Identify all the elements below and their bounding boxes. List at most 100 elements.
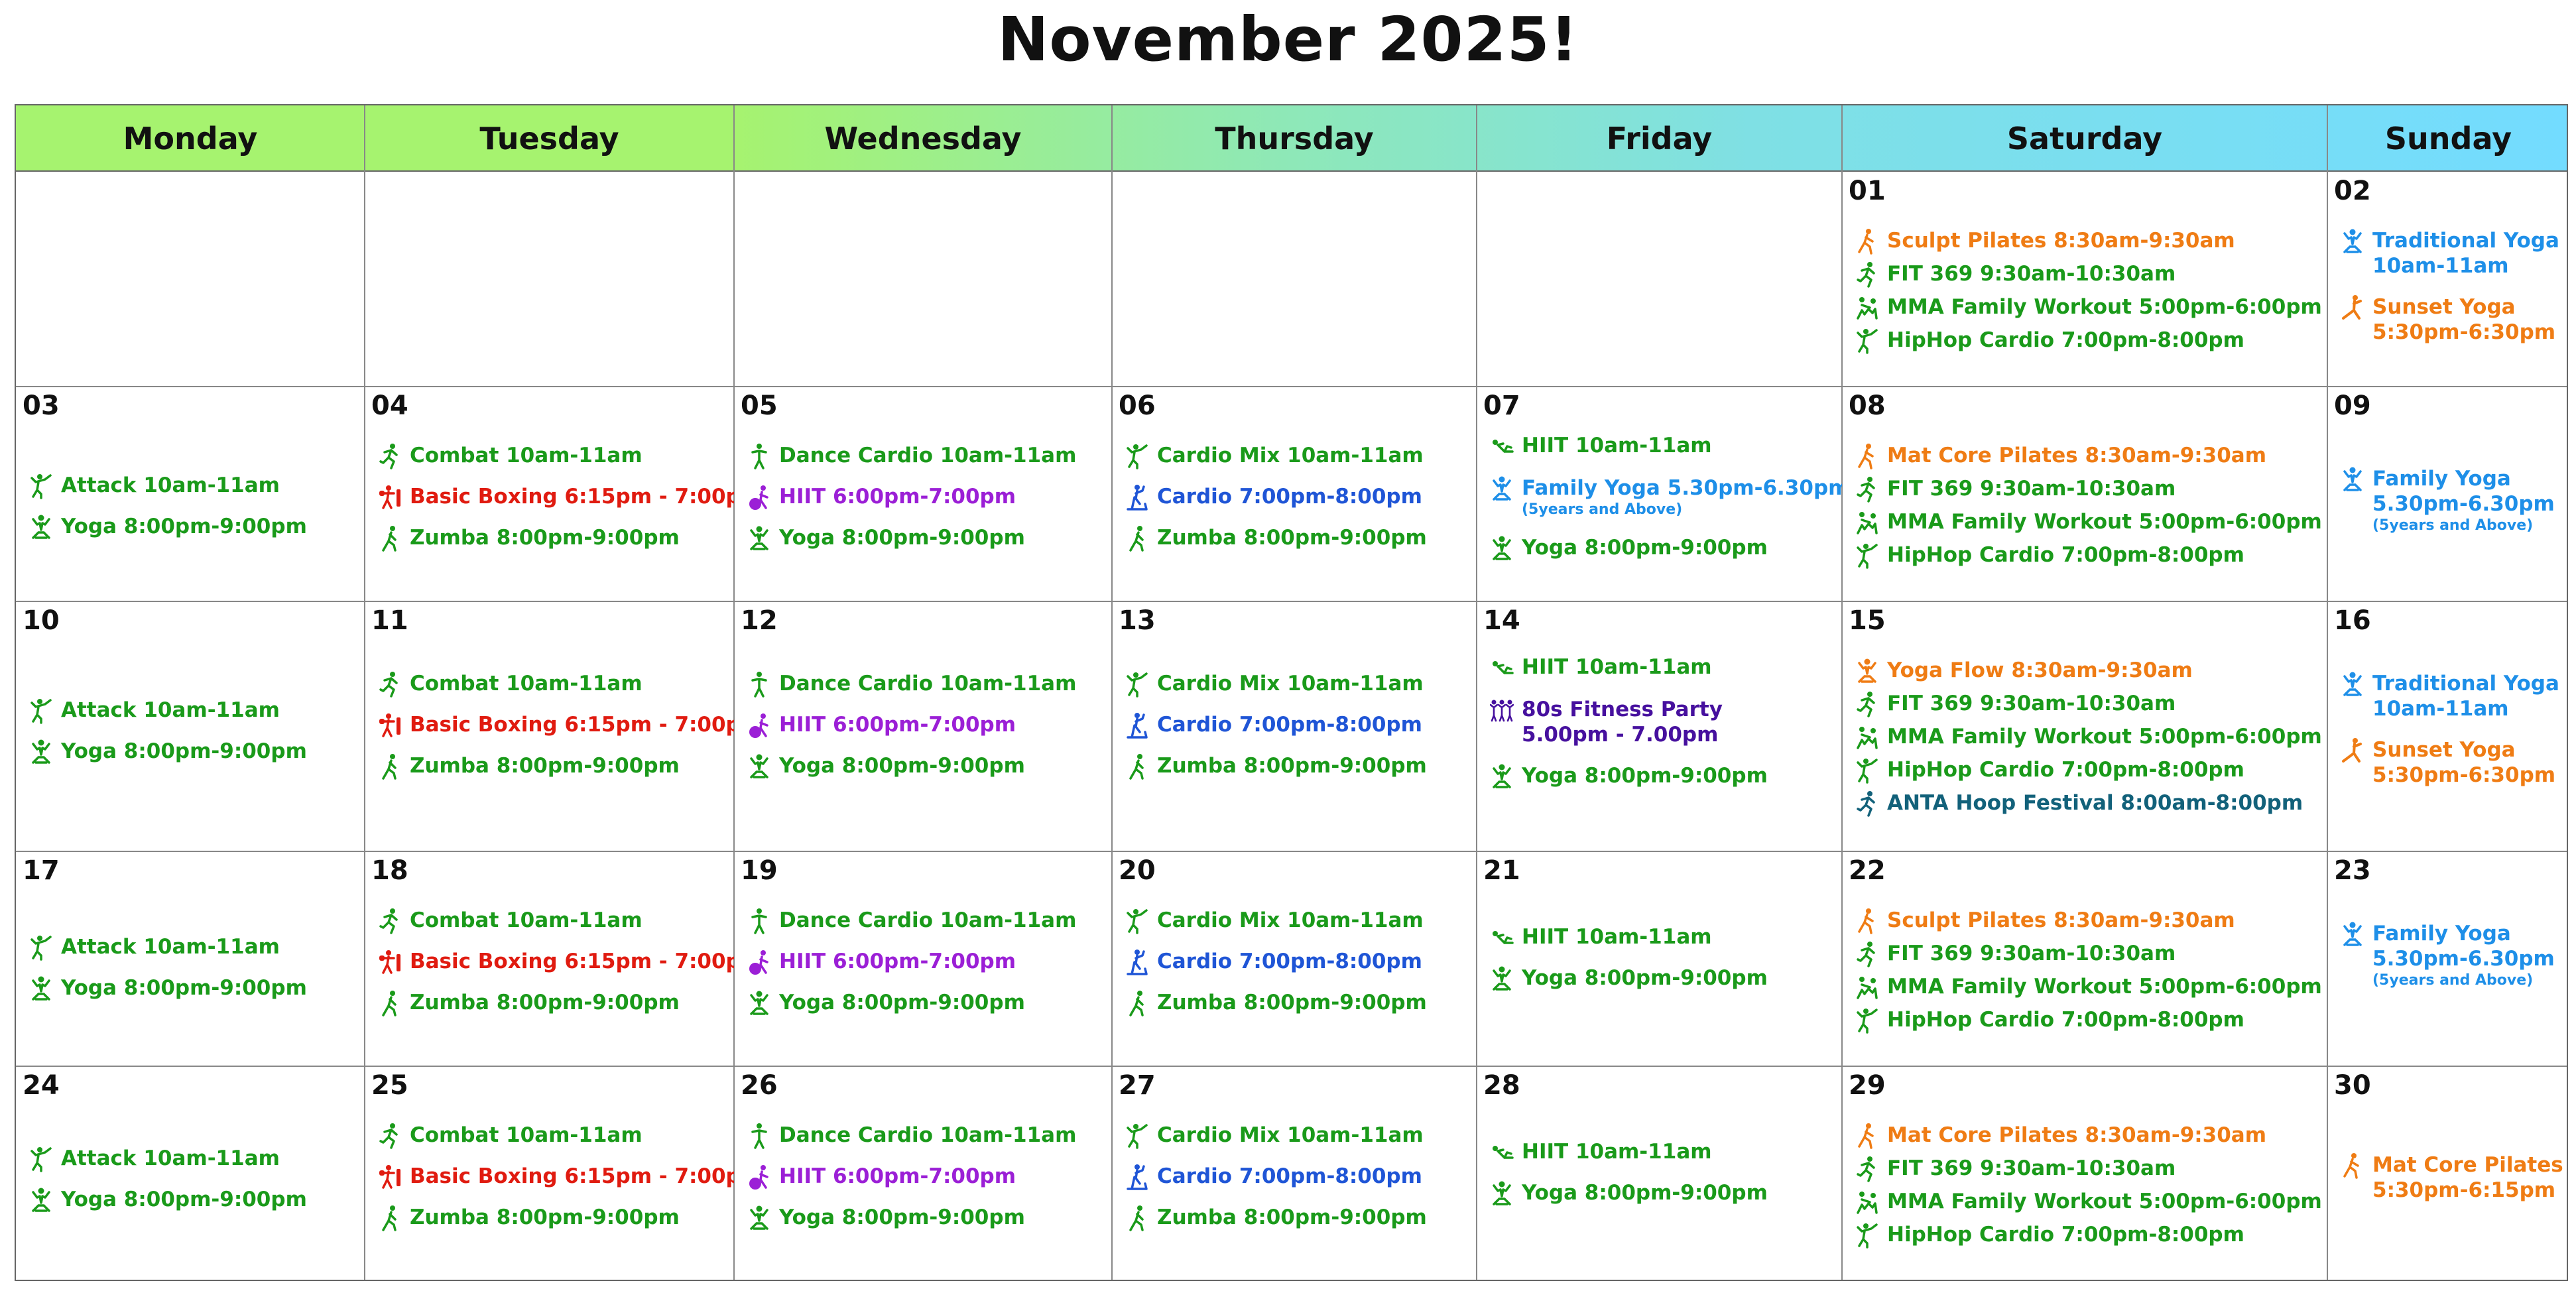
event-title: Zumba 8:00pm-9:00pm — [1157, 526, 1427, 550]
day-cell: 16 Traditional Yoga 10am-11am Sunset Yoga 5:… — [2327, 601, 2569, 851]
event-item: Yoga 8:00pm-9:00pm — [1490, 763, 1838, 790]
run-icon — [1855, 261, 1879, 288]
event-title: ANTA Hoop Festival 8:00am-8:00pm — [1887, 791, 2303, 815]
day-cell: 03 Attack 10am-11am Yoga 8:00pm-9:00pm — [16, 387, 365, 601]
event-item: FIT 369 9:30am-10:30am — [1855, 476, 2323, 503]
event-item: ANTA Hoop Festival 8:00am-8:00pm — [1855, 790, 2323, 817]
event-item: HIIT 6:00pm-7:00pm — [747, 1164, 1108, 1190]
event-title: Family Yoga — [2372, 467, 2511, 491]
day-number: 15 — [1849, 605, 1886, 636]
event-title: Yoga 8:00pm-9:00pm — [779, 991, 1025, 1014]
event-list: Cardio Mix 10am-11am Cardio 7:00pm-8:00pm… — [1125, 908, 1473, 1016]
day-cell — [734, 172, 1112, 387]
event-list: HIIT 10am-11am Yoga 8:00pm-9:00pm — [1490, 924, 1838, 992]
event-list: Cardio Mix 10am-11am Cardio 7:00pm-8:00pm… — [1125, 1123, 1473, 1231]
event-title: Attack 10am-11am — [61, 698, 280, 722]
event-time: 5.00pm - 7.00pm — [1522, 723, 1719, 747]
group-icon — [1490, 697, 1514, 723]
weekday-header-bar — [16, 105, 2567, 172]
day-number: 28 — [1483, 1070, 1520, 1101]
event-time: 5:30pm-6:30pm — [2372, 320, 2556, 344]
event-item: MMA Family Workout 5:00pm-6:00pm — [1855, 974, 2323, 1001]
yoga-icon — [1490, 763, 1514, 790]
day-cell: 08 Mat Core Pilates 8:30am-9:30am FIT 369 … — [1842, 387, 2327, 601]
weekday-header-friday: Friday — [1606, 121, 1713, 156]
yoga-icon — [1490, 535, 1514, 562]
event-item: Yoga 8:00pm-9:00pm — [1490, 965, 1838, 992]
day-cell: 17 Attack 10am-11am Yoga 8:00pm-9:00pm — [16, 851, 365, 1066]
event-title: Family Yoga 5.30pm-6.30pm — [1522, 476, 1842, 500]
event-title: Cardio 7:00pm-8:00pm — [1157, 713, 1422, 737]
event-item: Dance Cardio 10am-11am — [747, 1123, 1108, 1149]
event-title: Yoga 8:00pm-9:00pm — [1522, 764, 1768, 788]
event-title: MMA Family Workout 5:00pm-6:00pm — [1887, 975, 2322, 999]
event-list: Traditional Yoga 10am-11am Sunset Yoga 5:30… — [2341, 228, 2565, 345]
day-cell: 29 Mat Core Pilates 8:30am-9:30am FIT 369 … — [1842, 1066, 2327, 1282]
event-title: HIIT 6:00pm-7:00pm — [779, 485, 1016, 509]
event-note: (5years and Above) — [2372, 517, 2534, 534]
day-cell: 04 Combat 10am-11am Basic Boxing 6:15pm - … — [365, 387, 734, 601]
day-number: 20 — [1119, 855, 1156, 886]
weekday-header-monday: Monday — [123, 121, 258, 156]
event-list: Dance Cardio 10am-11am HIIT 6:00pm-7:00pm… — [747, 443, 1108, 552]
day-number: 10 — [23, 605, 60, 636]
boxing-icon — [378, 949, 402, 975]
dance-icon — [1125, 671, 1149, 698]
yoga-icon — [2341, 671, 2364, 698]
event-title: Family Yoga — [2372, 922, 2511, 946]
yoga-icon — [1490, 1180, 1514, 1207]
event-item: Zumba 8:00pm-9:00pm — [378, 525, 730, 552]
event-title: Yoga Flow 8:30am-9:30am — [1887, 658, 2193, 682]
event-title: HipHop Cardio 7:00pm-8:00pm — [1887, 1223, 2244, 1247]
event-item: Attack 10am-11am — [29, 473, 361, 499]
day-cell — [1477, 172, 1842, 387]
event-item: Dance Cardio 10am-11am — [747, 671, 1108, 698]
row-divider — [16, 601, 2567, 602]
event-list: Family Yoga 5.30pm-6.30pm (5years and Abov… — [2341, 921, 2565, 990]
run-icon — [1855, 1156, 1879, 1182]
event-item: Cardio 7:00pm-8:00pm — [1125, 712, 1473, 739]
run-icon — [1855, 941, 1879, 967]
yoga-icon — [747, 753, 771, 780]
walk-icon — [378, 1205, 402, 1231]
day-number: 12 — [741, 605, 778, 636]
pilates-icon — [1855, 908, 1879, 934]
dance-icon — [29, 698, 53, 724]
day-number: 16 — [2334, 605, 2371, 636]
event-title: FIT 369 9:30am-10:30am — [1887, 942, 2176, 965]
event-list: Dance Cardio 10am-11am HIIT 6:00pm-7:00pm… — [747, 1123, 1108, 1231]
pilates-icon — [1855, 1123, 1879, 1149]
event-item: HipHop Cardio 7:00pm-8:00pm — [1855, 757, 2323, 784]
event-item: Combat 10am-11am — [378, 671, 730, 698]
yoga-icon — [747, 1205, 771, 1231]
situp-icon — [1490, 924, 1514, 951]
situp-icon — [1490, 654, 1514, 681]
event-title: Sculpt Pilates 8:30am-9:30am — [1887, 229, 2235, 253]
event-note: (5years and Above) — [2372, 972, 2534, 989]
event-time: 10am-11am — [2372, 697, 2509, 721]
event-item: MMA Family Workout 5:00pm-6:00pm — [1855, 509, 2323, 536]
day-cell — [365, 172, 734, 387]
day-number: 29 — [1849, 1070, 1886, 1101]
dance-icon — [1125, 908, 1149, 934]
day-number: 05 — [741, 391, 778, 421]
yoga-icon — [2341, 921, 2364, 948]
event-title: Yoga 8:00pm-9:00pm — [1522, 536, 1768, 560]
event-item: HIIT 6:00pm-7:00pm — [747, 949, 1108, 975]
event-item: MMA Family Workout 5:00pm-6:00pm — [1855, 724, 2323, 751]
event-title: Zumba 8:00pm-9:00pm — [410, 526, 680, 550]
yoga-icon — [29, 739, 53, 765]
event-title: FIT 369 9:30am-10:30am — [1887, 262, 2176, 286]
column-divider — [1111, 105, 1113, 1280]
event-title: Yoga 8:00pm-9:00pm — [61, 976, 307, 1000]
event-title: HIIT 6:00pm-7:00pm — [779, 1164, 1016, 1188]
page-title: November 2025! — [997, 4, 1579, 75]
dance-icon — [1855, 757, 1879, 784]
row-divider — [16, 1066, 2567, 1067]
column-divider — [1476, 105, 1477, 1280]
row-divider — [16, 851, 2567, 852]
event-item: Cardio 7:00pm-8:00pm — [1125, 949, 1473, 975]
event-title: Attack 10am-11am — [61, 473, 280, 497]
elliptical-icon — [1125, 484, 1149, 511]
yoga-icon — [1855, 658, 1879, 684]
